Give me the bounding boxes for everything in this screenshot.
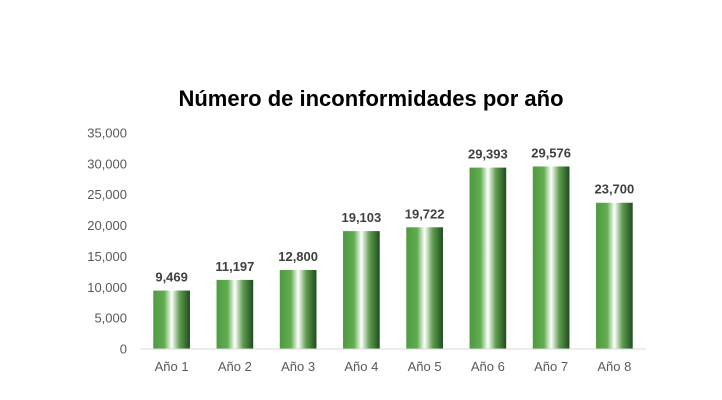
y-tick-label: 0 <box>120 342 127 357</box>
y-tick-label: 15,000 <box>87 249 127 264</box>
bars: 9,469 11,197 12,800 19,103 19,722 29,393 29,57… <box>153 145 634 349</box>
x-tick-label: Año 6 <box>471 359 505 374</box>
data-label: 29,393 <box>468 147 508 162</box>
bar <box>469 167 507 349</box>
bar <box>532 166 570 349</box>
x-tick-label: Año 1 <box>155 359 189 374</box>
y-axis: 0 5,000 10,000 15,000 20,000 25,000 30,000 35,0… <box>87 126 127 357</box>
y-tick-label: 10,000 <box>87 280 127 295</box>
x-tick-label: Año 4 <box>344 359 378 374</box>
x-tick-label: Año 2 <box>218 359 252 374</box>
bar <box>406 227 443 349</box>
data-label: 23,700 <box>594 182 634 197</box>
data-label: 12,800 <box>278 249 318 264</box>
bar <box>596 202 633 349</box>
data-label: 11,197 <box>215 259 254 274</box>
y-tick-label: 35,000 <box>87 126 127 141</box>
x-tick-label: Año 7 <box>534 359 568 374</box>
y-tick-label: 20,000 <box>87 218 127 233</box>
y-tick-label: 30,000 <box>87 156 127 171</box>
bar <box>216 279 254 349</box>
bar <box>153 290 190 349</box>
x-tick-label: Año 8 <box>597 359 631 374</box>
y-tick-label: 25,000 <box>87 187 127 202</box>
y-tick-label: 5,000 <box>94 311 127 326</box>
data-label: 19,722 <box>405 206 445 221</box>
data-label: 19,103 <box>341 210 381 225</box>
data-label: 9,469 <box>155 270 188 285</box>
x-axis: Año 1 Año 2 Año 3 Año 4 Año 5 Año 6 Año 7 Año 8 <box>140 348 646 374</box>
x-tick-label: Año 3 <box>281 359 315 374</box>
chart-title: Número de inconformidades por año <box>178 86 564 111</box>
bar <box>279 270 317 349</box>
bar <box>343 231 380 349</box>
x-tick-label: Año 5 <box>408 359 442 374</box>
data-label: 29,576 <box>531 145 571 160</box>
